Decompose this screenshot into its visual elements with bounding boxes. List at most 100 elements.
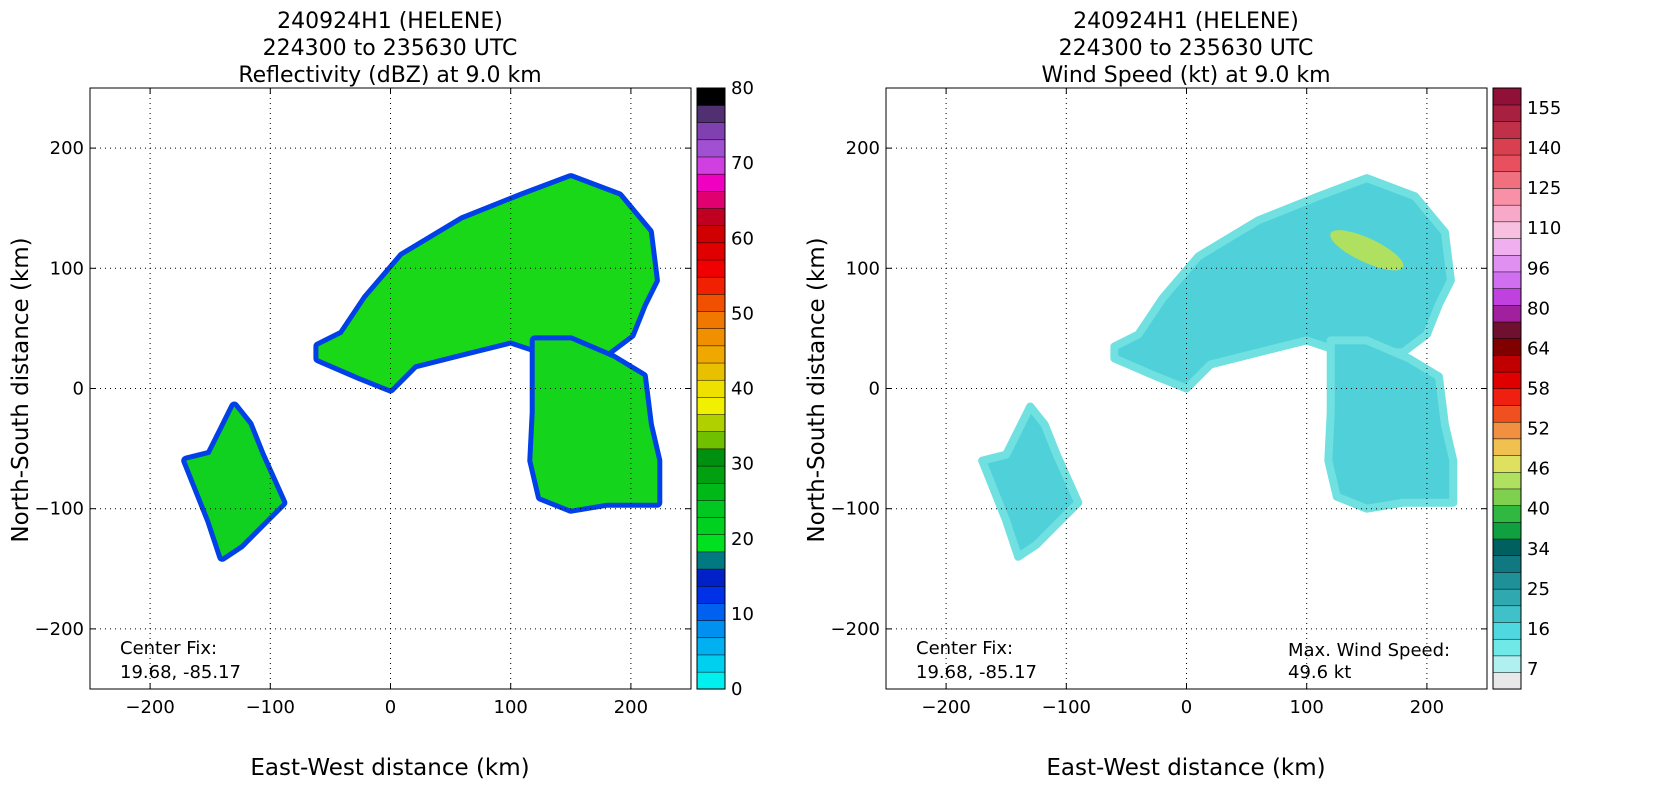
colorbar-swatch: [696, 345, 726, 364]
colorbar-swatch: [1492, 154, 1522, 173]
colorbar-swatch: [1492, 338, 1522, 356]
colorbar-swatch: [1492, 371, 1522, 390]
colorbar-swatch: [696, 585, 726, 604]
colorbar-swatch: [696, 568, 726, 587]
colorbar-swatch: [1492, 438, 1522, 456]
colorbar-swatch: [1492, 271, 1522, 289]
chart-title-line-3: Reflectivity (dBZ) at 9.0 km: [238, 63, 541, 88]
colorbar-tick-label: 80: [731, 78, 754, 99]
colorbar-swatch: [1492, 171, 1522, 189]
colorbar-tick-label: 96: [1527, 258, 1550, 279]
x-axis-label: East-West distance (km): [250, 755, 529, 781]
colorbar-swatch: [1492, 321, 1522, 339]
colorbar-swatch: [696, 328, 726, 347]
colorbar-swatch: [696, 156, 726, 175]
colorbar-swatch: [696, 396, 726, 415]
colorbar-swatch: [1492, 521, 1522, 540]
colorbar-swatch: [696, 276, 726, 295]
colorbar-swatch: [696, 104, 726, 123]
colorbar-swatch: [1492, 455, 1522, 473]
colorbar-swatch: [1492, 555, 1522, 573]
colorbar-tick-label: 52: [1527, 419, 1550, 440]
colorbar-tick-label: 70: [731, 153, 754, 174]
colorbar-swatch: [1492, 588, 1522, 607]
colorbar-swatch: [1492, 254, 1522, 273]
y-tick-label: 200: [50, 138, 84, 159]
colorbar-swatch: [1492, 204, 1522, 223]
colorbar-swatch: [696, 431, 726, 450]
chart-title-line-1: 240924H1 (HELENE): [277, 9, 503, 34]
colorbar-swatch: [1492, 221, 1522, 239]
colorbar-tick-label: 30: [731, 454, 754, 475]
colorbar-tick-label: 125: [1527, 178, 1561, 199]
x-tick-label: 200: [1410, 697, 1444, 718]
colorbar-tick-label: 50: [731, 303, 754, 324]
colorbar-swatch: [1492, 488, 1522, 506]
y-tick-label: 200: [846, 138, 880, 159]
x-tick-label: 200: [614, 697, 648, 718]
colorbar-swatch: [1492, 87, 1522, 106]
y-tick-label: −200: [35, 619, 84, 640]
colorbar-swatch: [1492, 471, 1522, 490]
colorbar-tick-label: 25: [1527, 579, 1550, 600]
wind-speed-panel: 240924H1 (HELENE) 224300 to 235630 UTC W…: [796, 0, 1624, 787]
colorbar-swatch: [1492, 571, 1522, 590]
colorbar-tick-label: 140: [1527, 138, 1561, 159]
colorbar-swatch: [696, 637, 726, 656]
colorbar-swatch: [1492, 187, 1522, 206]
wind-region-southwest-cell: [978, 402, 1083, 561]
colorbar-swatch: [1492, 354, 1522, 373]
colorbar-swatch: [1492, 505, 1522, 523]
colorbar-tick-label: 10: [731, 604, 754, 625]
colorbar-tick-label: 60: [731, 228, 754, 249]
y-axis-label: North-South distance (km): [8, 237, 34, 542]
colorbar-swatch: [696, 310, 726, 329]
colorbar-swatch: [696, 87, 726, 106]
colorbar-swatch: [1492, 638, 1522, 657]
center-fix-value: 19.68, -85.17: [916, 662, 1037, 683]
colorbar-swatch: [696, 551, 726, 570]
y-tick-label: −200: [831, 619, 880, 640]
y-tick-label: 0: [869, 379, 880, 400]
colorbar-tick-label: 20: [731, 529, 754, 550]
colorbar-swatch: [1492, 121, 1522, 139]
wind-maximum-area: [1330, 230, 1404, 271]
colorbar-swatch: [696, 602, 726, 621]
colorbar-swatch: [696, 190, 726, 209]
colorbar-swatch: [696, 534, 726, 553]
colorbar-tick-label: 16: [1527, 619, 1550, 640]
colorbar-swatch: [696, 122, 726, 141]
wind-region-northern-band: [1110, 174, 1455, 393]
colorbar-swatch: [1492, 238, 1522, 256]
colorbar-swatch: [1492, 137, 1522, 156]
colorbar-swatch: [1492, 404, 1522, 423]
colorbar-swatch: [696, 448, 726, 467]
x-tick-label: 100: [494, 697, 528, 718]
x-tick-label: 0: [1181, 697, 1192, 718]
colorbar-swatch: [696, 654, 726, 673]
colorbar-swatch: [1492, 104, 1522, 122]
colorbar-swatch: [696, 671, 726, 690]
colorbar-swatch: [1492, 672, 1522, 690]
chart-title-line-1: 240924H1 (HELENE): [1073, 9, 1299, 34]
colorbar-tick-label: 7: [1527, 659, 1538, 680]
reflectivity-panel: 240924H1 (HELENE) 224300 to 235630 UTC R…: [8, 9, 754, 781]
x-tick-label: −100: [246, 697, 295, 718]
chart-title-line-2: 224300 to 235630 UTC: [263, 36, 518, 61]
colorbar-swatch: [1492, 538, 1522, 556]
colorbar-swatch: [1492, 605, 1522, 623]
y-tick-label: 0: [73, 379, 84, 400]
plot-area: [978, 174, 1458, 561]
colorbar-tick-label: 64: [1527, 338, 1550, 359]
colorbar-swatch: [696, 499, 726, 518]
max-wind-value: 49.6 kt: [1288, 662, 1351, 683]
colorbar-tick-label: 155: [1527, 98, 1561, 119]
colorbar-swatch: [696, 517, 726, 536]
colorbar-tick-label: 40: [731, 379, 754, 400]
colorbar-swatch: [696, 173, 726, 192]
echo-region-southwest-cell: [186, 406, 283, 557]
colorbar-tick-label: 80: [1527, 298, 1550, 319]
colorbar-swatch: [696, 139, 726, 158]
x-tick-label: −100: [1042, 697, 1091, 718]
colorbar-tick-label: 0: [731, 679, 742, 700]
